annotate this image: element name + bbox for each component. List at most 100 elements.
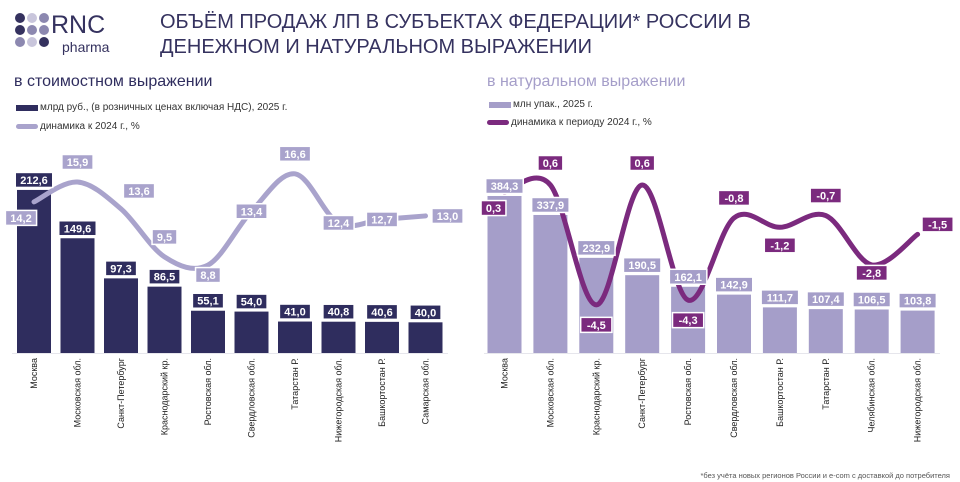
line-value-label-box	[151, 228, 178, 246]
x-tick-label: Московская обл.	[73, 358, 83, 427]
bar-value-label-text: 162,1	[674, 272, 702, 284]
line-value-label-text: 13,4	[241, 206, 263, 218]
legend-item-line-left: динамика к 2024 г., %	[16, 121, 140, 132]
line-value-label: -0,8	[717, 189, 751, 207]
line-value-label: 8,8	[194, 266, 222, 284]
bar-value-label-text: 337,9	[537, 200, 565, 212]
line-value-label: 15,9	[61, 153, 94, 171]
bar-0-6	[278, 321, 312, 353]
legend-label: млн упак., 2025 г.	[513, 99, 593, 110]
bar-0-9	[408, 322, 443, 353]
bar-value-label-box	[278, 303, 312, 320]
bar-value-label: 149,6	[58, 220, 97, 237]
logo-text: RNC	[51, 11, 105, 39]
line-value-label-box	[717, 189, 751, 207]
line-value-label-box	[235, 203, 268, 220]
bar-value-label: 107,4	[806, 290, 846, 308]
bar-value-label-box	[104, 260, 138, 277]
bar-value-label-text: 97,3	[110, 263, 131, 275]
bar-value-label-box	[58, 220, 97, 237]
bar-value-label-box	[806, 290, 846, 308]
line-value-label-box	[763, 237, 797, 254]
x-tick-label: Башкортостан Р.	[377, 358, 387, 427]
bar-0-4	[191, 310, 225, 353]
line-value-label: 13,4	[235, 203, 268, 220]
x-tick-label: Ростовская обл.	[683, 358, 693, 425]
legend-swatch	[489, 101, 511, 108]
bar-1-8	[854, 309, 889, 353]
x-tick-label: Башкортостан Р.	[775, 358, 785, 427]
bar-value-label-box	[852, 291, 892, 308]
line-value-label-text: 0,6	[543, 158, 558, 170]
line-value-label-text: 15,9	[67, 157, 88, 169]
legend-label: динамика к 2024 г., %	[40, 121, 140, 132]
line-value-label-text: -1,2	[770, 240, 789, 252]
line-value-label-box	[278, 145, 312, 163]
x-tick-label: Москва	[500, 358, 510, 389]
x-tick-label: Самарская обл.	[421, 358, 431, 424]
line-value-label: 12,7	[365, 211, 399, 228]
logo-subtext: pharma	[62, 39, 110, 55]
bar-value-label: 40,8	[322, 303, 355, 320]
line-value-label-text: -4,3	[679, 315, 698, 327]
bar-value-label-box	[365, 303, 399, 321]
bar-value-label: 40,6	[365, 303, 399, 321]
bar-0-3	[147, 286, 182, 353]
bar-1-1	[533, 214, 568, 353]
line-value-label: 0,3	[480, 199, 507, 217]
x-tick-label: Челябинская обл.	[867, 358, 877, 433]
line-value-label-text: 13,6	[128, 186, 149, 198]
bar-value-label: 106,5	[852, 291, 892, 308]
line-value-label-box	[855, 264, 889, 282]
x-tick-label: Татарстан Р.	[290, 358, 300, 410]
bar-1-5	[717, 294, 751, 353]
x-tick-label: Нижегородская обл.	[913, 358, 923, 442]
line-value-label: -4,3	[671, 311, 705, 329]
bar-value-label-text: 384,3	[491, 181, 519, 193]
line-value-label-box	[61, 153, 94, 171]
bar-value-label: 142,9	[714, 276, 754, 293]
bar-value-label: 384,3	[485, 177, 524, 195]
bar-value-label: 97,3	[104, 260, 138, 277]
title-line-2: ДЕНЕЖНОМ И НАТУРАЛЬНОМ ВЫРАЖЕНИИ	[160, 36, 593, 58]
bar-1-0	[487, 196, 522, 353]
x-tick-label: Москва	[29, 358, 39, 389]
line-value-label-text: 12,7	[371, 214, 392, 226]
line-value-label-box	[322, 214, 355, 232]
bar-value-label-text: 55,1	[197, 296, 218, 308]
bar-value-label: 190,5	[622, 256, 662, 274]
line-value-label-text: 8,8	[200, 270, 215, 282]
x-tick-label: Татарстан Р.	[821, 358, 831, 410]
bar-value-label-box	[14, 171, 54, 189]
line-value-label-text: 12,4	[328, 218, 350, 230]
left-subtitle: в стоимостном выражении	[14, 73, 213, 90]
line-value-label-box	[122, 182, 156, 200]
line-value-label: -1,5	[921, 216, 954, 233]
legend-label: млрд руб., (в розничных ценах включая НД…	[40, 102, 288, 113]
bar-value-label-text: 86,5	[154, 272, 175, 284]
line-value-label: 16,6	[278, 145, 312, 163]
line-value-label: -0,7	[809, 187, 843, 204]
bar-value-label: 337,9	[530, 196, 570, 214]
bar-value-label-box	[148, 268, 181, 285]
line-value-label-box	[537, 154, 564, 172]
line-value-label: 0,6	[629, 154, 656, 172]
line-value-label-box	[809, 187, 843, 204]
bar-value-label-box	[322, 303, 355, 320]
bar-value-label: 86,5	[148, 268, 181, 285]
line-value-label-text: -0,7	[816, 191, 835, 203]
legend-item-bars-left: млрд руб., (в розничных ценах включая НД…	[16, 102, 287, 113]
bar-1-3	[625, 275, 660, 353]
line-value-label-box	[431, 207, 464, 225]
line-value-label-box	[921, 216, 954, 233]
bar-0-1	[60, 238, 95, 353]
bar-value-label-text: 106,5	[858, 294, 886, 306]
line-value-label-box	[671, 311, 705, 329]
bar-value-label-text: 41,0	[284, 307, 305, 319]
page-title: ОБЪЁМ ПРОДАЖ ЛП В СУБЪЕКТАХ ФЕДЕРАЦИИ* Р…	[160, 10, 751, 60]
bar-value-label: 162,1	[668, 268, 708, 286]
line-value-label-box	[579, 316, 613, 334]
x-tick-label: Свердловская обл.	[729, 358, 739, 438]
